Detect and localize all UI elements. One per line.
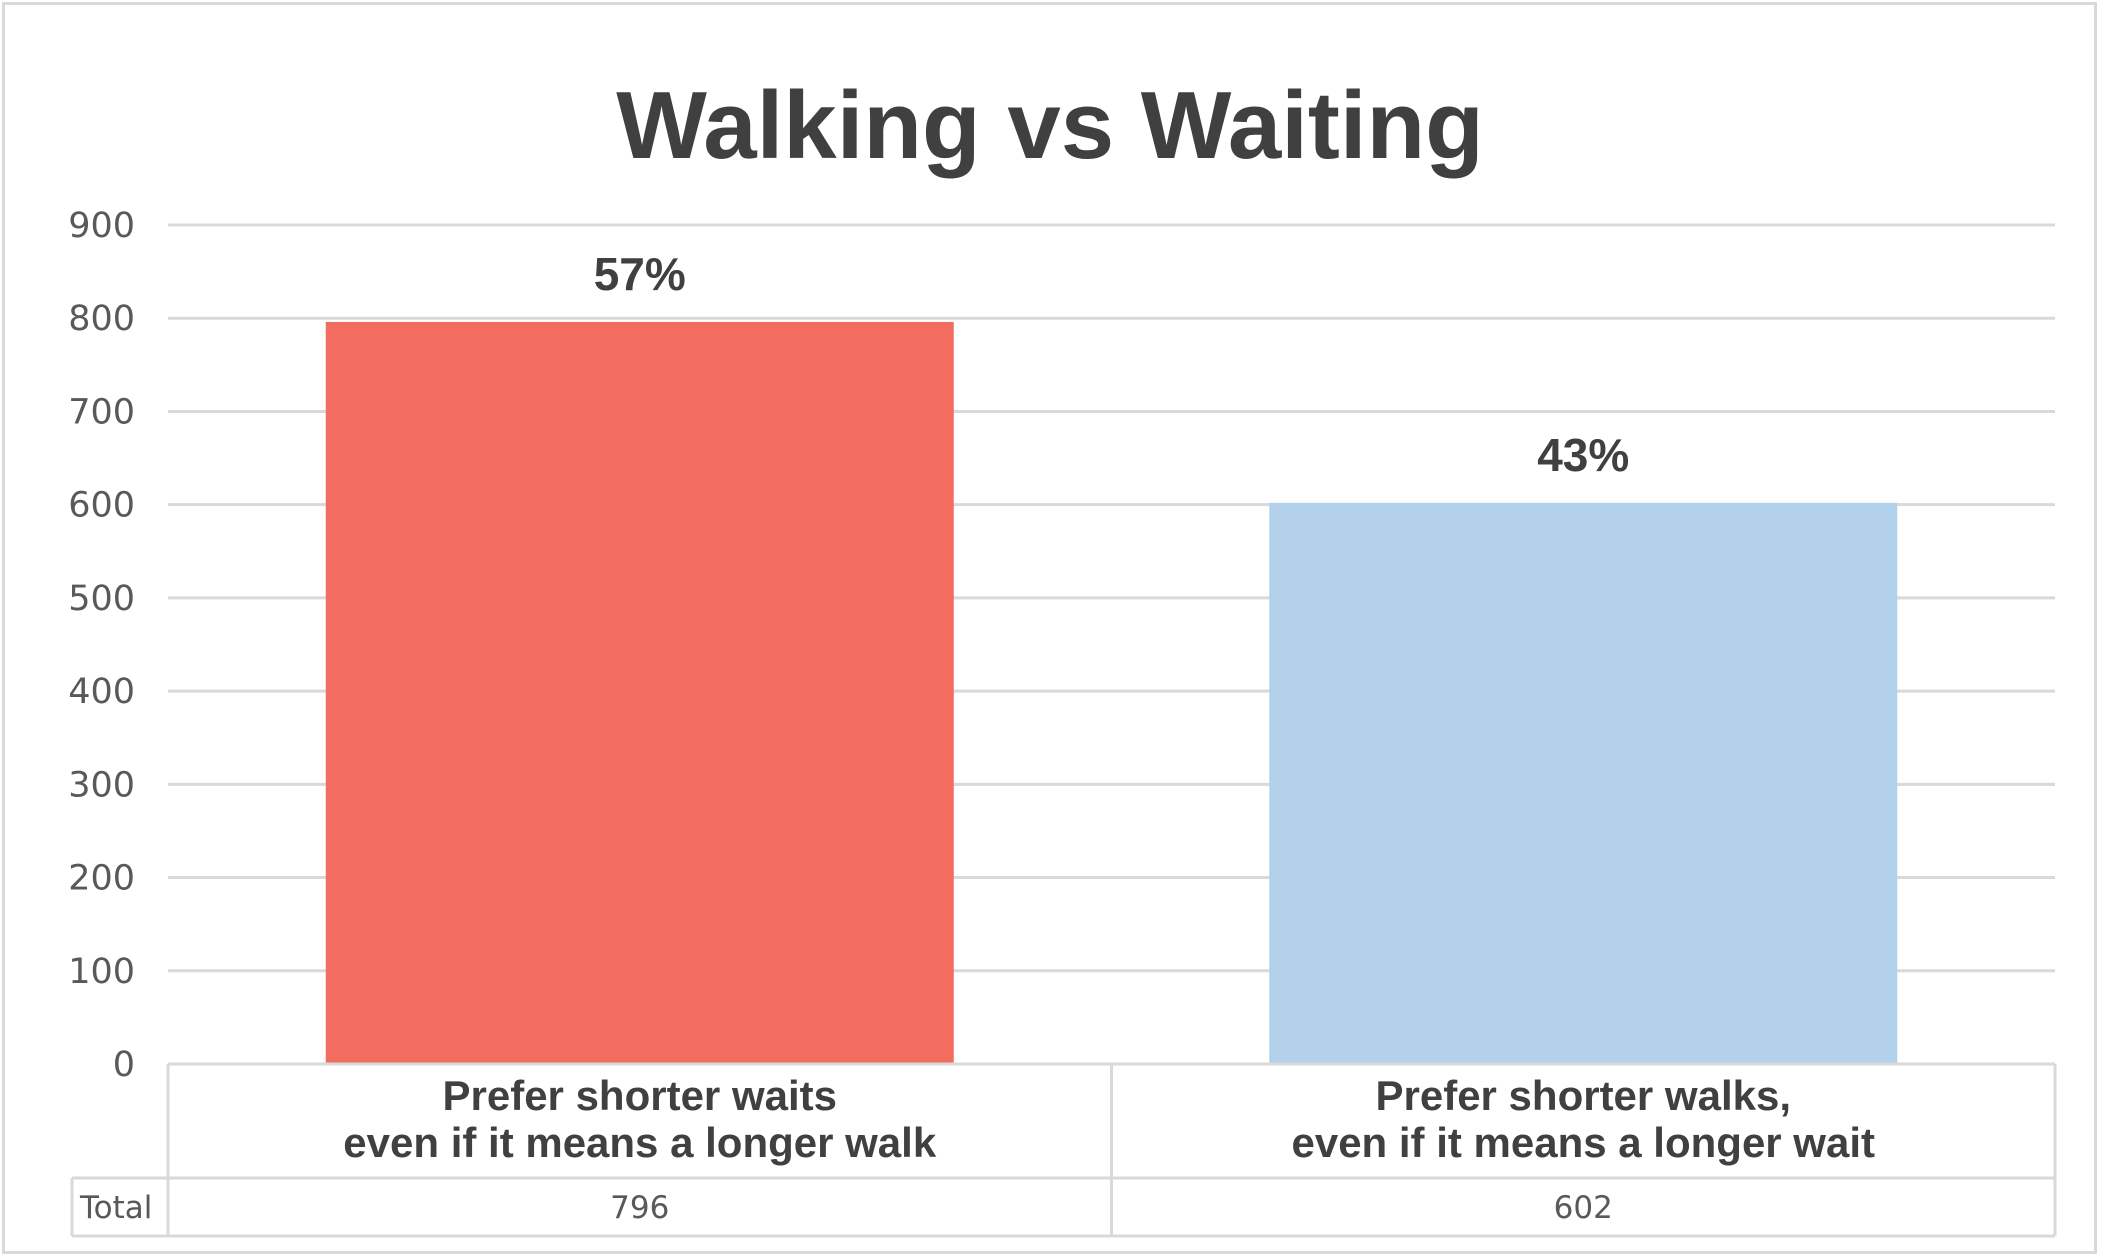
- y-tick-label: 0: [113, 1045, 135, 1085]
- table-value: 602: [1554, 1190, 1613, 1226]
- bars: [325, 321, 1898, 1064]
- y-tick-label: 800: [68, 299, 135, 339]
- y-tick-label: 100: [68, 952, 135, 992]
- y-axis-ticks: 0 100 200 300 400 500 600 700 800 900: [68, 206, 135, 1085]
- bar: [325, 321, 954, 1064]
- data-label: 43%: [1537, 429, 1629, 481]
- category-label-line: even if it means a longer walk: [343, 1119, 937, 1166]
- bar: [1269, 502, 1898, 1064]
- chart-title: Walking vs Waiting: [616, 72, 1484, 179]
- y-tick-label: 600: [68, 486, 135, 526]
- table-row-label: Total: [79, 1190, 152, 1226]
- category-label: Prefer shorter walks, even if it means a …: [1291, 1072, 1875, 1166]
- y-tick-label: 400: [68, 672, 135, 712]
- y-tick-label: 700: [68, 392, 135, 432]
- data-labels: 57% 43%: [594, 248, 1630, 481]
- category-label-line: even if it means a longer wait: [1291, 1119, 1875, 1166]
- y-tick-label: 300: [68, 765, 135, 805]
- data-label: 57%: [594, 248, 686, 300]
- data-table: Prefer shorter waits even if it means a l…: [70, 1062, 2057, 1238]
- y-tick-label: 200: [68, 859, 135, 899]
- y-tick-label: 500: [68, 579, 135, 619]
- y-tick-label: 900: [68, 206, 135, 246]
- category-label: Prefer shorter waits even if it means a l…: [343, 1072, 937, 1166]
- table-value: 796: [610, 1190, 669, 1226]
- category-label-line: Prefer shorter waits: [443, 1072, 838, 1119]
- category-label-line: Prefer shorter walks,: [1375, 1072, 1791, 1119]
